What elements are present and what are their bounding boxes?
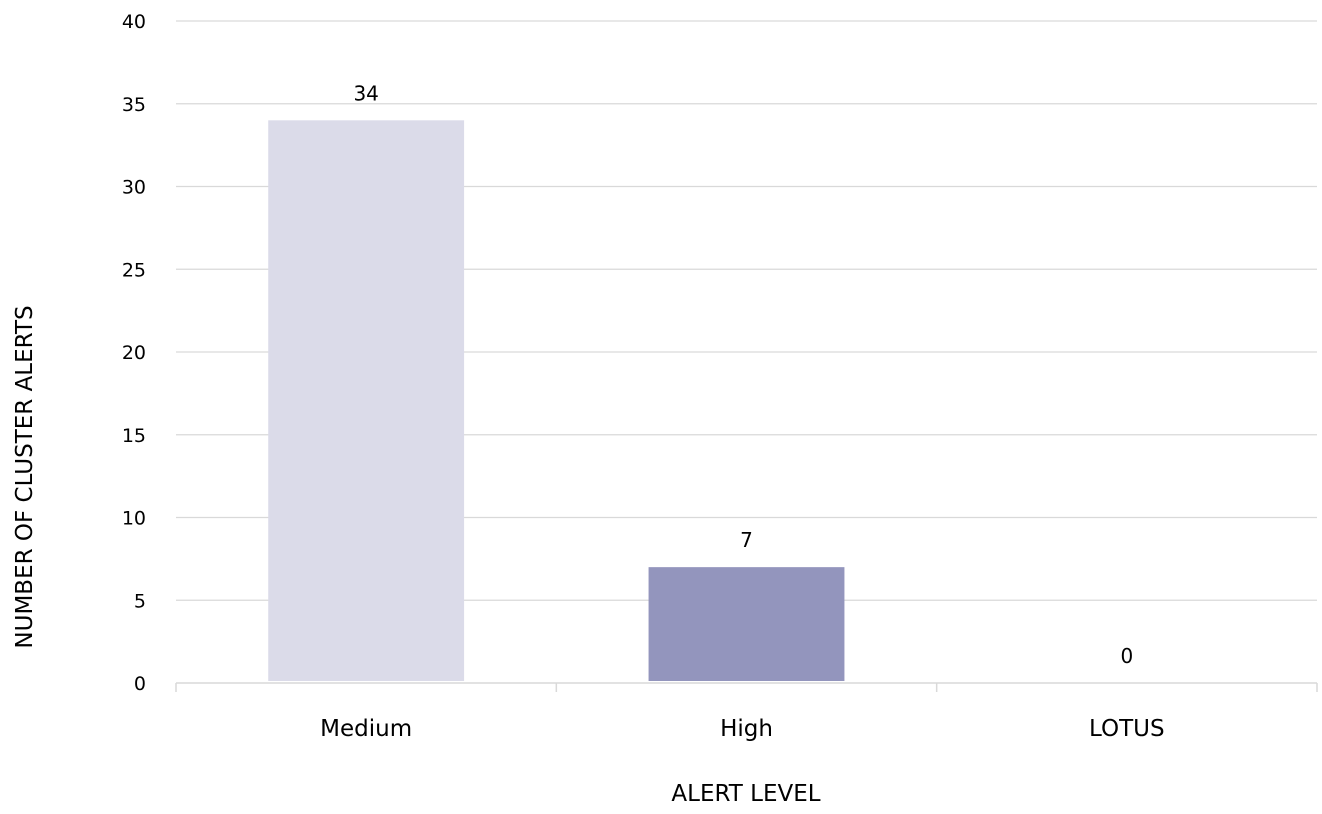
data-label-medium: 34: [353, 81, 378, 105]
y-tick-label: 25: [122, 259, 146, 281]
y-tick-label: 0: [134, 673, 146, 695]
data-label-lotus: 0: [1120, 644, 1133, 668]
category-label-medium: Medium: [320, 716, 412, 742]
y-tick-label: 15: [122, 425, 146, 447]
y-tick-label: 10: [122, 508, 146, 530]
bar-medium: [268, 120, 465, 682]
data-labels: 34 7 0: [353, 81, 1133, 668]
y-axis-title: NUMBER OF CLUSTER ALERTS: [12, 305, 38, 648]
category-label-high: High: [720, 716, 773, 742]
x-axis-title: ALERT LEVEL: [671, 781, 820, 807]
bars: [268, 120, 845, 682]
y-tick-label: 30: [122, 177, 146, 199]
y-tick-label: 5: [134, 590, 146, 612]
bar-high: [648, 567, 845, 681]
y-tick-label: 20: [122, 342, 146, 364]
y-axis-ticks: 0 5 10 15 20 25 30 35 40: [122, 11, 146, 695]
category-label-lotus: LOTUS: [1089, 716, 1165, 742]
x-axis: [175, 682, 1318, 692]
data-label-high: 7: [740, 528, 753, 552]
y-tick-label: 35: [122, 94, 146, 116]
category-labels: Medium High LOTUS: [320, 716, 1164, 742]
y-tick-label: 40: [122, 11, 146, 33]
